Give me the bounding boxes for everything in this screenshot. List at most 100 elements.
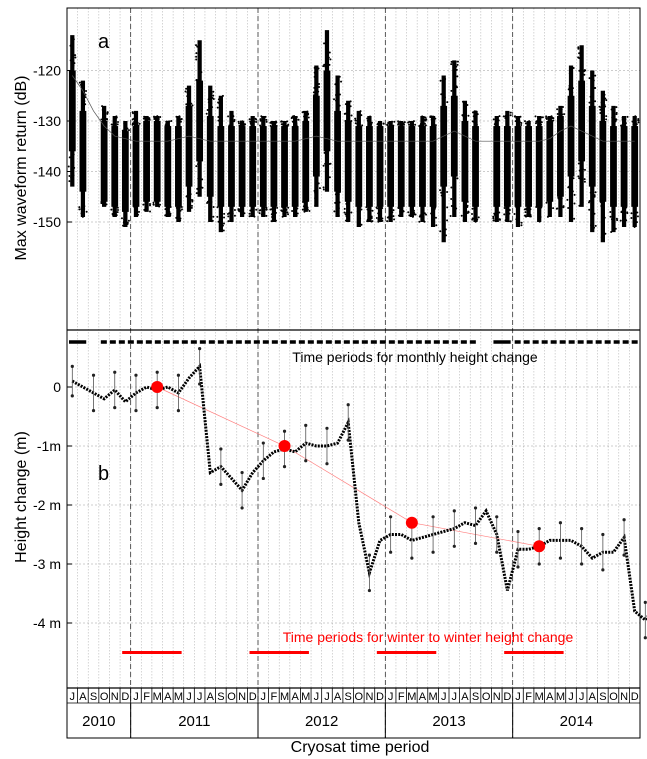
waveform-point	[614, 227, 617, 230]
waveform-point	[350, 211, 353, 214]
waveform-point	[219, 207, 222, 210]
height-error-cap	[580, 562, 584, 566]
waveform-point	[165, 208, 168, 211]
waveform-point	[413, 211, 416, 214]
waveform-point	[199, 67, 202, 70]
waveform-point	[456, 63, 459, 66]
waveform-point	[295, 123, 298, 126]
waveform-point	[356, 117, 359, 120]
waveform-point	[190, 102, 193, 105]
waveform-point	[198, 190, 201, 193]
waveform-point	[187, 91, 190, 94]
waveform-point	[334, 94, 337, 97]
waveform-point	[303, 210, 306, 213]
waveform-point	[419, 214, 422, 217]
waveform-point	[466, 200, 469, 203]
waveform-point	[445, 234, 448, 237]
waveform-point	[301, 111, 304, 114]
waveform-point	[571, 91, 574, 94]
month-tick-label: J	[515, 691, 521, 703]
waveform-point	[186, 91, 189, 94]
waveform-point	[540, 116, 543, 119]
waveform-point	[316, 177, 319, 180]
waveform-point	[589, 95, 592, 98]
waveform-point	[621, 119, 624, 122]
month-tick-label: O	[227, 691, 236, 703]
waveform-point	[111, 212, 114, 215]
height-error-cap	[601, 532, 605, 537]
waveform-point	[212, 215, 215, 218]
waveform-point	[136, 121, 139, 124]
waveform-point	[159, 203, 162, 206]
waveform-point	[515, 117, 518, 120]
panel-a-ytick-label: -120	[33, 63, 61, 79]
waveform-point	[492, 215, 495, 218]
waveform-point	[233, 214, 236, 217]
waveform-point	[312, 94, 315, 97]
waveform-point	[230, 118, 233, 121]
waveform-point	[197, 177, 200, 180]
waveform-point	[605, 115, 608, 118]
waveform-point	[440, 93, 443, 96]
height-error-cap	[113, 370, 117, 374]
waveform-point	[475, 123, 478, 126]
waveform-point	[71, 157, 74, 160]
waveform-point	[306, 119, 309, 122]
waveform-point	[349, 105, 352, 108]
waveform-point	[70, 55, 73, 58]
waveform-point	[455, 65, 458, 68]
waveform-point	[495, 218, 498, 221]
waveform-point	[218, 111, 221, 114]
waveform-point	[265, 206, 268, 209]
waveform-point	[347, 201, 350, 204]
height-error-cap	[537, 527, 541, 531]
waveform-point	[243, 123, 246, 126]
waveform-point	[333, 98, 336, 101]
waveform-point	[601, 94, 604, 97]
waveform-point	[369, 119, 372, 122]
waveform-point	[528, 122, 531, 125]
month-tick-label: S	[345, 691, 352, 703]
waveform-point	[251, 118, 254, 121]
waveform-point	[573, 202, 576, 205]
waveform-point	[180, 206, 183, 209]
month-tick-label: A	[589, 691, 597, 703]
waveform-point	[423, 220, 426, 223]
height-error-cap	[282, 465, 287, 469]
waveform-point	[387, 121, 390, 124]
waveform-point	[561, 106, 564, 109]
month-tick-label: J	[441, 691, 447, 703]
waveform-point	[142, 117, 145, 120]
waveform-point	[295, 122, 298, 125]
waveform-point	[136, 211, 139, 214]
month-tick-label: J	[568, 691, 574, 703]
month-tick-label: M	[428, 691, 437, 703]
waveform-point	[593, 195, 596, 198]
waveform-point	[452, 199, 455, 202]
waveform-point	[314, 197, 317, 200]
waveform-point	[191, 104, 194, 107]
waveform-point	[357, 122, 360, 125]
waveform-point	[538, 123, 541, 126]
waveform-point	[102, 112, 105, 115]
waveform-point	[317, 90, 320, 93]
waveform-point	[265, 214, 268, 217]
month-tick-label: A	[164, 691, 172, 703]
waveform-point	[408, 214, 411, 217]
waveform-point	[251, 209, 254, 212]
height-error-cap	[325, 462, 329, 466]
month-tick-label: M	[556, 691, 565, 703]
waveform-point	[180, 118, 183, 121]
waveform-point	[393, 218, 396, 221]
waveform-point	[178, 115, 181, 118]
waveform-point	[286, 120, 289, 123]
waveform-point	[200, 71, 203, 74]
waveform-point	[106, 111, 109, 114]
waveform-point	[450, 89, 453, 92]
waveform-point	[223, 212, 226, 215]
waveform-point	[434, 216, 437, 219]
waveform-point	[421, 115, 424, 118]
waveform-point	[116, 206, 119, 209]
panel-b-ytick-label: -2 m	[33, 497, 61, 513]
waveform-point	[603, 90, 606, 93]
